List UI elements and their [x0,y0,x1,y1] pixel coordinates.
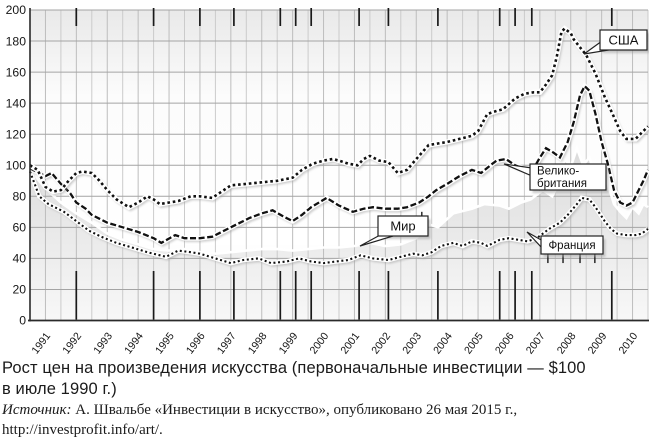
svg-text:0: 0 [19,314,26,328]
callout-uk: Велико-британия [503,163,609,193]
svg-text:20: 20 [12,283,26,297]
svg-text:2007: 2007 [524,330,548,356]
svg-text:2002: 2002 [369,330,393,356]
caption-line-1: Рост цен на произведения искусства (перв… [2,359,586,377]
svg-text:Велико-: Велико- [537,166,579,178]
source-url: http://investprofit.info/art/. [2,422,163,439]
svg-text:120: 120 [6,127,27,141]
svg-text:1997: 1997 [215,330,239,356]
svg-text:60: 60 [12,221,26,235]
source-line: Источник: А. Швальбе «Инвестиции в искус… [2,400,647,420]
art-price-chart-figure: 0 20 40 60 80 100 120 140 160 180 200 1991 1992 1993 1… [6,3,649,356]
svg-text:1991: 1991 [29,330,53,356]
series-uk-line [28,82,649,247]
x-axis-labels: 1991 1992 1993 1994 1995 1996 1997 1998 1999 2000… [29,330,640,356]
svg-text:1994: 1994 [122,330,146,356]
svg-text:160: 160 [6,65,27,79]
svg-text:1992: 1992 [60,330,84,356]
svg-text:40: 40 [12,252,26,266]
svg-text:1996: 1996 [184,330,208,356]
svg-text:1998: 1998 [246,330,270,356]
svg-text:2006: 2006 [493,330,517,356]
svg-text:2009: 2009 [586,330,610,356]
svg-text:2004: 2004 [431,330,455,356]
svg-text:80: 80 [12,190,26,204]
y-axis-labels: 0 20 40 60 80 100 120 140 160 180 200 [6,3,27,328]
svg-text:200: 200 [6,3,27,17]
svg-text:180: 180 [6,34,27,48]
svg-text:2008: 2008 [555,330,579,356]
svg-text:1995: 1995 [153,330,177,356]
svg-text:100: 100 [6,158,27,172]
callout-world: Мир [359,215,431,247]
svg-text:британия: британия [537,178,587,190]
svg-text:140: 140 [6,96,27,110]
axes [28,8,649,322]
svg-text:2000: 2000 [308,330,332,356]
svg-text:2005: 2005 [462,330,486,356]
series-france-line [27,170,649,267]
callout-usa: США [583,29,649,55]
series-usa-line [28,25,649,212]
svg-text:2010: 2010 [617,330,641,356]
svg-text:Франция: Франция [548,240,595,252]
caption-line-2: в июле 1990 г.) [2,380,117,399]
chart-source: Источник: А. Швальбе «Инвестиции в искус… [2,400,647,439]
source-label: Источник: [2,402,72,418]
svg-text:2003: 2003 [400,330,424,356]
callout-france: Франция [526,231,606,257]
svg-text:2001: 2001 [338,330,362,356]
svg-text:1999: 1999 [277,330,301,356]
source-text: А. Швальбе «Инвестиции в искусство», опу… [71,402,518,418]
chart-caption: Рост цен на произведения искусства (перв… [2,358,647,401]
gridlines [30,9,649,321]
svg-text:США: США [609,32,639,47]
svg-text:Мир: Мир [390,218,415,233]
svg-text:1993: 1993 [91,330,115,356]
